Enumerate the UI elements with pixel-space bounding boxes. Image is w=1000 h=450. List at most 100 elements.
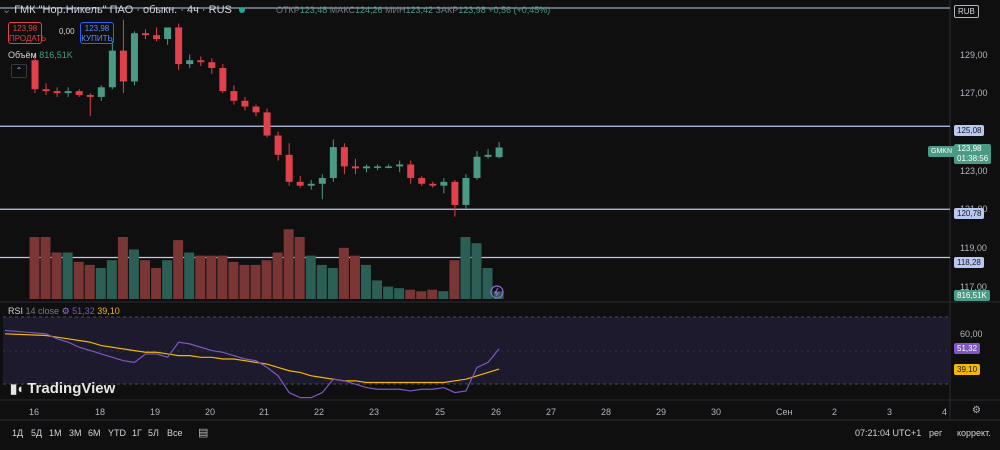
candle (351, 158, 359, 175)
ohlc-low-label: МИН (385, 5, 406, 15)
level-tag-125[interactable]: 125,08 (954, 125, 985, 136)
ticker-tag: GMKN (928, 146, 955, 157)
candle (31, 54, 39, 94)
timeframe-button[interactable]: 6М (88, 428, 101, 438)
rsi-params: 14 close (25, 306, 60, 316)
candle (164, 27, 172, 45)
price-tick-123: 123,00 (960, 166, 988, 176)
sell-price: 123,98 (12, 24, 38, 33)
candle (175, 23, 183, 70)
timeframe-button[interactable]: 1Г (132, 428, 142, 438)
volume-bar (405, 289, 416, 299)
volume-bar (394, 288, 405, 299)
timeframe-button[interactable]: 5Д (31, 428, 43, 438)
volume-bar (62, 252, 73, 299)
candle (186, 54, 194, 68)
time-tick: 2 (832, 407, 838, 417)
candle (484, 149, 492, 159)
time-tick: 29 (656, 407, 667, 417)
timeframe-button[interactable]: Все (167, 428, 183, 438)
ohlc-close-value: 123,98 (458, 5, 486, 15)
candle (418, 176, 426, 186)
volume-bar (29, 237, 40, 299)
candle (396, 160, 404, 173)
time-tick: 25 (435, 407, 446, 417)
candle (97, 85, 105, 101)
volume-bar (95, 268, 106, 299)
level-tag-120[interactable]: 120,78 (954, 208, 985, 219)
candle (340, 143, 348, 175)
candle (263, 108, 271, 138)
level-tag-118[interactable]: 118,28 (954, 257, 984, 268)
flash-icon[interactable] (490, 285, 504, 299)
candle (429, 181, 437, 188)
timeframe-button[interactable]: 1Д (12, 428, 24, 438)
volume-value: 816,51K (39, 50, 73, 60)
adjustment-toggle[interactable]: коррект. (957, 428, 991, 438)
time-tick: 30 (711, 407, 722, 417)
current-price: 123,98 (957, 144, 982, 153)
volume-bar (162, 260, 173, 299)
volume-bar (84, 264, 95, 299)
volume-legend[interactable]: Объём 816,51K (8, 50, 73, 60)
sell-button[interactable]: 123,98 ПРОДАТЬ (8, 22, 46, 44)
candle (473, 150, 481, 180)
buy-button[interactable]: 123,98 КУПИТЬ (80, 22, 114, 44)
rsi-legend[interactable]: RSI 14 close ⚙ 51,32 39,10 (8, 306, 120, 317)
symbol-title[interactable]: ГМК "Нор.Никель" ПАО · обыкн. · 4ч · RUS (14, 4, 232, 16)
volume-bar (206, 255, 217, 299)
volume-bar (294, 237, 305, 299)
candle (130, 31, 138, 86)
volume-bar (383, 286, 394, 299)
time-tick: 3 (887, 407, 893, 417)
volume-bar (261, 260, 272, 299)
ohlc-open-label: ОТКР (276, 5, 300, 15)
candle (230, 85, 238, 105)
candle (153, 27, 161, 41)
volume-bar (195, 255, 206, 299)
volume-bar (184, 252, 195, 299)
candle (75, 89, 83, 97)
time-tick: 22 (314, 407, 325, 417)
volume-bar (239, 264, 250, 299)
candle (440, 177, 448, 194)
date-range-icon[interactable]: ▤ (198, 427, 209, 439)
candle (119, 19, 127, 94)
volume-bar (438, 291, 449, 299)
rsi-tag: 51,32 (954, 343, 981, 354)
currency-button[interactable]: RUB (954, 5, 979, 18)
price-tick-117: 117,00 (960, 282, 987, 292)
timeframe-button[interactable]: YTD (108, 428, 126, 438)
candle (241, 96, 249, 111)
tv-logo-icon: ▮◖ (10, 381, 24, 396)
timeframe-button[interactable]: 1М (49, 428, 62, 438)
candle (208, 58, 216, 74)
candle (363, 164, 370, 173)
status-time[interactable]: 07:21:04 UTC+1 (855, 428, 922, 438)
volume-bar (338, 247, 349, 299)
time-tick: 26 (491, 407, 502, 417)
collapse-panels-icon[interactable]: ⌃ (11, 64, 27, 78)
volume-bar (283, 229, 294, 299)
tradingview-logo[interactable]: ▮◖ TradingView (10, 380, 115, 397)
rsi-settings-icon[interactable]: ⚙ (61, 306, 70, 316)
volume-bar (361, 264, 371, 299)
timeframe-button[interactable]: 5Л (148, 428, 159, 438)
candle (296, 176, 304, 188)
time-tick: 18 (95, 407, 106, 417)
volume-bar (416, 291, 427, 299)
session-mode[interactable]: рег (929, 428, 943, 438)
symbol-header[interactable]: ⌄ ГМК "Нор.Никель" ПАО · обыкн. · 4ч · R… (2, 3, 550, 16)
volume-bar (73, 261, 84, 299)
volume-bar (349, 255, 360, 299)
candle (407, 160, 415, 184)
collapse-icon[interactable]: ⌄ (2, 4, 12, 16)
volume-tag: 816,51K (954, 290, 990, 301)
timeframe-button[interactable]: 3М (69, 428, 82, 438)
candle (53, 87, 61, 97)
time-axis-settings-icon[interactable]: ⚙ (972, 405, 981, 416)
volume-bar (151, 268, 162, 299)
price-tick-129: 129,00 (960, 50, 988, 60)
